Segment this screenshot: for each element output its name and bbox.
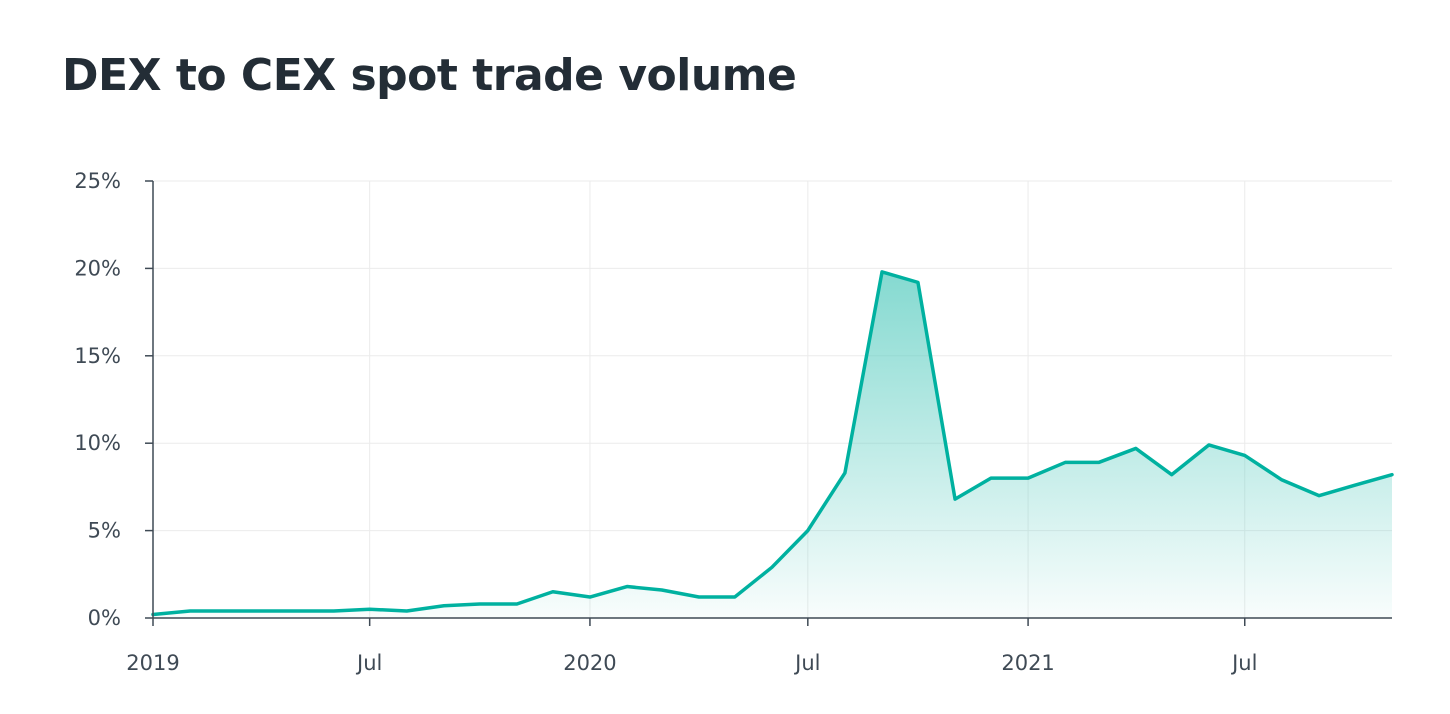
- x-tick-label: Jul: [793, 651, 820, 675]
- axes: [145, 180, 1392, 626]
- data-point: [1026, 476, 1030, 480]
- data-point: [625, 585, 629, 589]
- series-area-layer: [151, 270, 1394, 618]
- y-tick-label: 20%: [74, 256, 121, 280]
- y-tick-label: 10%: [74, 431, 121, 455]
- x-tick-label: 2021: [1001, 651, 1054, 675]
- x-tick-label: 2020: [563, 651, 616, 675]
- data-point: [332, 609, 336, 613]
- data-point: [295, 609, 299, 613]
- data-point: [660, 588, 664, 592]
- data-point: [1063, 460, 1067, 464]
- data-point: [368, 607, 372, 611]
- data-point: [1280, 478, 1284, 482]
- data-point: [405, 609, 409, 613]
- y-tick-label: 0%: [88, 606, 121, 630]
- series-area-fill: [153, 271, 1392, 618]
- data-point: [1353, 483, 1357, 487]
- data-point: [953, 497, 957, 501]
- y-tick-label: 5%: [88, 519, 121, 543]
- data-point: [222, 609, 226, 613]
- data-point: [1207, 443, 1211, 447]
- data-point: [1134, 446, 1138, 450]
- y-tick-label: 25%: [74, 169, 121, 193]
- data-point: [1097, 460, 1101, 464]
- data-point: [843, 471, 847, 475]
- data-point: [1317, 494, 1321, 498]
- data-point: [733, 595, 737, 599]
- tick-labels: 0% 5% 10% 15% 20% 25% 2019 Jul 2020 Jul 2021 Jul: [74, 169, 1257, 675]
- y-tick-label: 15%: [74, 344, 121, 368]
- data-point: [916, 280, 920, 284]
- data-point: [1390, 473, 1394, 477]
- data-point: [770, 565, 774, 569]
- data-point: [880, 270, 884, 274]
- data-point: [259, 609, 263, 613]
- data-point: [989, 476, 993, 480]
- x-tick-label: 2019: [126, 651, 179, 675]
- x-tick-label: Jul: [1230, 651, 1257, 675]
- data-point: [515, 602, 519, 606]
- data-point: [806, 529, 810, 533]
- data-point: [551, 590, 555, 594]
- data-point: [1243, 453, 1247, 457]
- series-line: [151, 270, 1394, 617]
- chart-title: DEX to CEX spot trade volume: [62, 50, 797, 101]
- data-point: [1170, 473, 1174, 477]
- data-point: [588, 595, 592, 599]
- data-point: [442, 604, 446, 608]
- data-point: [188, 609, 192, 613]
- data-point: [478, 602, 482, 606]
- data-point: [697, 595, 701, 599]
- x-tick-label: Jul: [355, 651, 382, 675]
